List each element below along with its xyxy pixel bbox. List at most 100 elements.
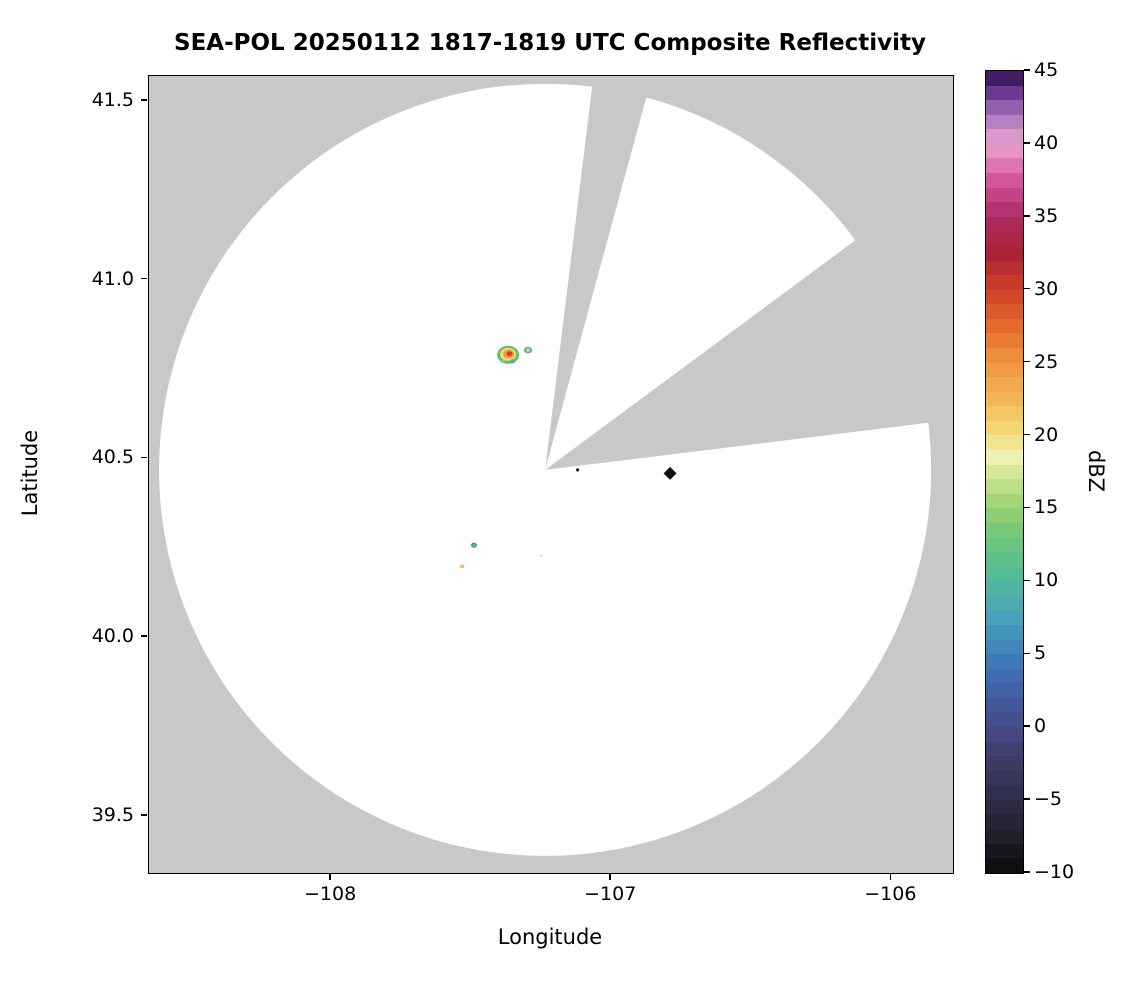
chart-title: SEA-POL 20250112 1817-1819 UTC Composite… bbox=[174, 30, 926, 56]
colorbar-band bbox=[986, 770, 1023, 786]
colorbar-tick-label: 20 bbox=[1034, 423, 1059, 446]
colorbar-band bbox=[986, 173, 1023, 188]
colorbar-band bbox=[986, 785, 1023, 800]
colorbar-band bbox=[986, 435, 1023, 451]
colorbar-band bbox=[986, 450, 1023, 465]
plot-area bbox=[148, 75, 954, 874]
colorbar-band bbox=[986, 85, 1023, 101]
x-axis-label: Longitude bbox=[497, 925, 603, 949]
colorbar-tick-label: 5 bbox=[1034, 642, 1047, 665]
colorbar-band bbox=[986, 275, 1023, 290]
colorbar-band bbox=[986, 624, 1023, 640]
y-axis-label: Latitude bbox=[18, 429, 42, 517]
colorbar-band bbox=[986, 668, 1023, 684]
x-tick-mark bbox=[609, 874, 611, 880]
colorbar-band bbox=[986, 712, 1023, 728]
colorbar-tick-mark bbox=[1024, 579, 1030, 582]
x-tick-label: −106 bbox=[864, 883, 917, 905]
colorbar-band bbox=[986, 522, 1023, 538]
colorbar-band bbox=[986, 420, 1023, 436]
colorbar-tick-mark bbox=[1024, 287, 1030, 290]
colorbar-tick-mark bbox=[1024, 871, 1030, 873]
y-tick-mark bbox=[141, 635, 147, 637]
colorbar-band bbox=[986, 158, 1023, 174]
colorbar-tick-mark bbox=[1024, 142, 1030, 144]
colorbar-band bbox=[986, 289, 1023, 305]
y-tick-label: 41.0 bbox=[91, 267, 134, 290]
colorbar-band bbox=[986, 595, 1023, 611]
colorbar-tick-label: 10 bbox=[1034, 569, 1059, 592]
colorbar-band bbox=[986, 843, 1023, 859]
colorbar-band bbox=[986, 566, 1023, 582]
y-tick-mark bbox=[141, 99, 147, 101]
colorbar-band bbox=[986, 829, 1023, 844]
colorbar-band bbox=[986, 143, 1023, 159]
y-tick-label: 41.5 bbox=[91, 89, 134, 112]
colorbar-tick-label: 45 bbox=[1034, 59, 1059, 81]
y-tick-mark bbox=[141, 814, 147, 816]
colorbar-label: dBZ bbox=[1084, 449, 1108, 493]
colorbar-band bbox=[986, 537, 1023, 553]
colorbar-band bbox=[986, 187, 1023, 203]
colorbar-tick-label: 25 bbox=[1034, 350, 1059, 373]
colorbar-tick-label: 15 bbox=[1034, 496, 1059, 519]
colorbar-band bbox=[986, 552, 1023, 567]
y-tick-label: 40.0 bbox=[91, 625, 134, 648]
colorbar-tick-mark bbox=[1024, 652, 1030, 655]
colorbar-tick-mark bbox=[1024, 433, 1030, 436]
colorbar-band bbox=[986, 493, 1023, 509]
x-tick-mark bbox=[329, 874, 331, 880]
colorbar-band bbox=[986, 610, 1023, 625]
colorbar-band bbox=[986, 581, 1023, 596]
colorbar-tick-mark bbox=[1024, 506, 1030, 509]
colorbar-tick-mark bbox=[1024, 725, 1030, 727]
colorbar-band bbox=[986, 639, 1023, 655]
echo-cell bbox=[459, 564, 465, 569]
colorbar-band bbox=[986, 202, 1023, 217]
colorbar-band bbox=[986, 858, 1023, 873]
colorbar-tick-mark bbox=[1024, 360, 1030, 363]
colorbar-band bbox=[986, 727, 1023, 742]
echo-cell bbox=[526, 348, 531, 352]
echo-cell bbox=[576, 468, 580, 472]
colorbar-band bbox=[986, 231, 1023, 246]
colorbar-band bbox=[986, 129, 1023, 144]
echo-cell bbox=[472, 544, 476, 547]
colorbar-band bbox=[986, 406, 1023, 421]
echo-cell bbox=[506, 351, 513, 357]
colorbar-band bbox=[986, 377, 1023, 392]
colorbar-tick-mark bbox=[1024, 798, 1030, 800]
colorbar-band bbox=[986, 479, 1023, 494]
colorbar-band bbox=[986, 814, 1023, 830]
blocked-sector bbox=[545, 76, 653, 470]
colorbar-tick-label: 40 bbox=[1034, 131, 1059, 154]
colorbar-band bbox=[986, 260, 1023, 276]
x-tick-label: −107 bbox=[584, 883, 637, 905]
colorbar-band bbox=[986, 697, 1023, 713]
colorbar-band bbox=[986, 318, 1023, 334]
y-tick-mark bbox=[141, 456, 147, 459]
radar-plot-svg bbox=[159, 76, 953, 856]
colorbar-band bbox=[986, 654, 1023, 669]
colorbar-band bbox=[986, 683, 1023, 698]
colorbar-band bbox=[986, 508, 1023, 523]
colorbar-band bbox=[986, 347, 1023, 363]
colorbar-band bbox=[986, 464, 1023, 480]
colorbar-gradient bbox=[986, 71, 1023, 873]
colorbar-tick-mark bbox=[1024, 215, 1030, 217]
y-tick-label: 40.5 bbox=[91, 446, 134, 469]
x-tick-label: −108 bbox=[303, 883, 357, 905]
colorbar-tick-mark bbox=[1024, 69, 1030, 71]
colorbar-band bbox=[986, 245, 1023, 261]
colorbar-band bbox=[986, 741, 1023, 757]
colorbar-tick-label: 30 bbox=[1034, 277, 1059, 300]
colorbar-band bbox=[986, 756, 1023, 771]
colorbar-band bbox=[986, 362, 1023, 378]
colorbar-tick-label: −5 bbox=[1034, 788, 1063, 811]
colorbar-tick-label: 0 bbox=[1034, 715, 1047, 738]
colorbar-band bbox=[986, 333, 1023, 348]
colorbar-band bbox=[986, 799, 1023, 815]
colorbar-tick-label: 35 bbox=[1034, 204, 1059, 227]
colorbar-band bbox=[986, 216, 1023, 232]
